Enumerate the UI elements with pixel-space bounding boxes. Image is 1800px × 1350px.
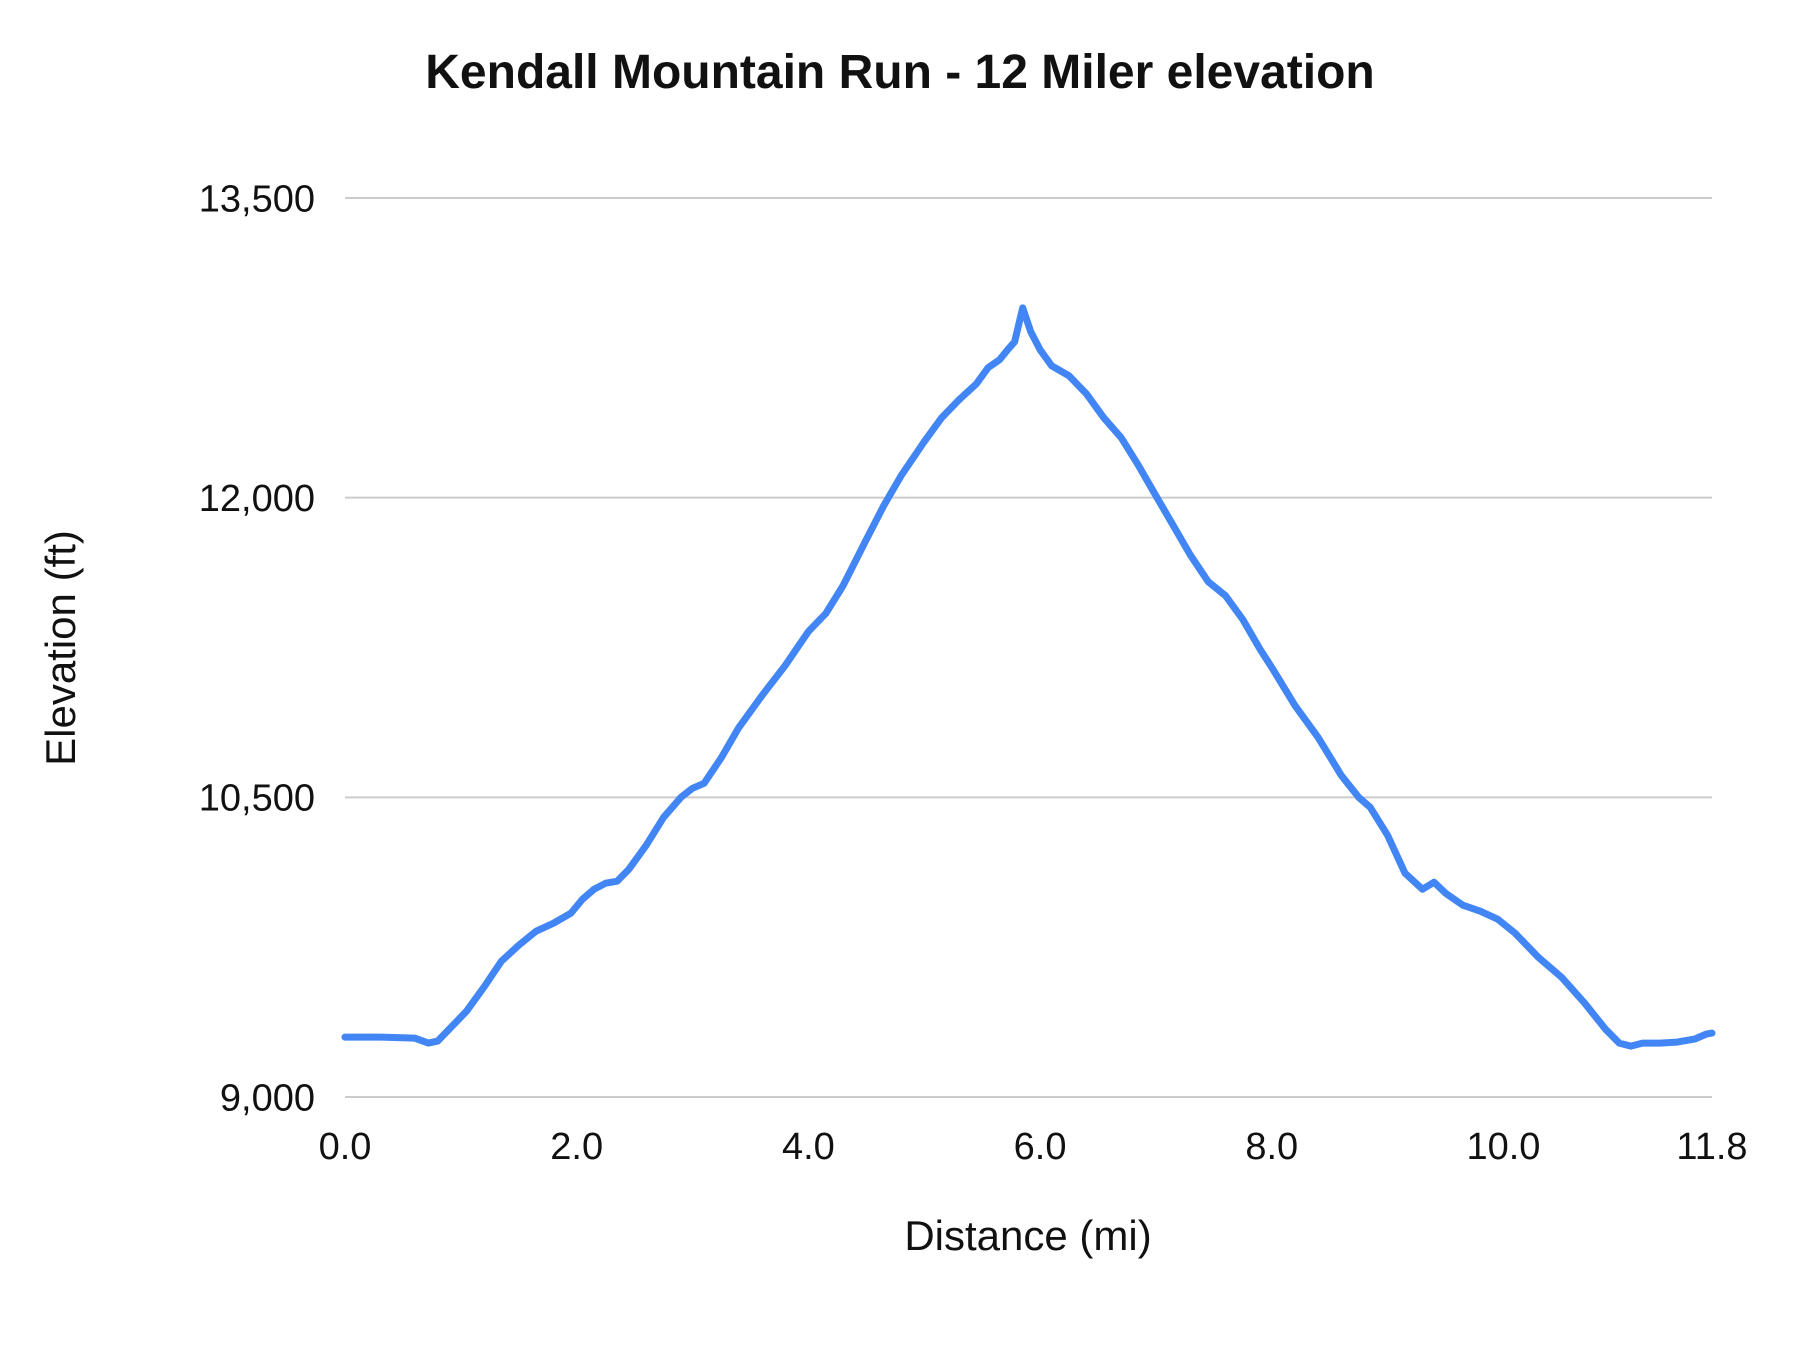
chart-title: Kendall Mountain Run - 12 Miler elevatio… xyxy=(425,46,1374,99)
y-tick-label: 9,000 xyxy=(220,1077,315,1119)
gridlines xyxy=(345,197,1712,1098)
y-axis-title: Elevation (ft) xyxy=(37,530,84,766)
y-tick-label: 10,500 xyxy=(199,778,315,820)
y-tick-label: 13,500 xyxy=(199,178,315,220)
x-tick-label: 8.0 xyxy=(1245,1126,1298,1168)
y-axis-tick-labels: 9,000 10,500 12,000 13,500 xyxy=(199,178,315,1119)
x-axis-tick-labels: 0.0 2.0 4.0 6.0 8.0 10.0 11.8 xyxy=(319,1126,1748,1168)
x-tick-label: 11.8 xyxy=(1676,1126,1747,1168)
elevation-line-group xyxy=(341,304,1716,1050)
x-axis-title: Distance (mi) xyxy=(904,1212,1151,1259)
x-tick-label: 10.0 xyxy=(1466,1126,1540,1168)
elevation-line xyxy=(341,304,1716,1050)
x-tick-label: 6.0 xyxy=(1014,1126,1067,1168)
x-tick-label: 4.0 xyxy=(782,1126,835,1168)
y-tick-label: 12,000 xyxy=(199,478,315,520)
x-tick-label: 2.0 xyxy=(550,1126,603,1168)
x-tick-label: 0.0 xyxy=(319,1126,372,1168)
